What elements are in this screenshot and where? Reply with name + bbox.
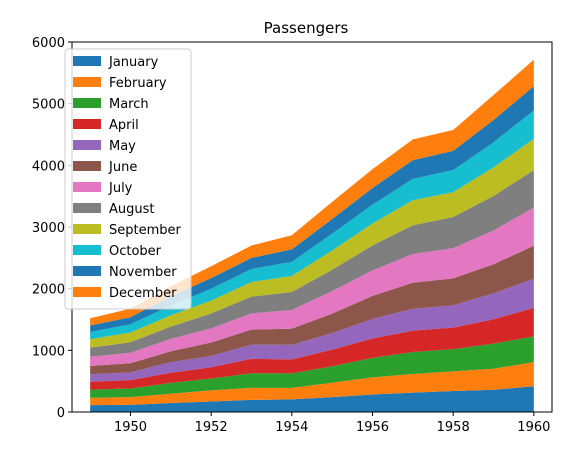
area-february — [90, 362, 534, 406]
area-january — [90, 386, 534, 412]
y-tick-label: 3000 — [32, 221, 65, 236]
legend-swatch — [73, 245, 101, 255]
legend-swatch — [73, 140, 101, 150]
y-tick-label: 2000 — [32, 283, 65, 298]
legend-label: August — [109, 202, 155, 217]
legend-label: May — [109, 139, 136, 154]
y-tick-label: 4000 — [32, 159, 65, 174]
legend-label: October — [109, 244, 162, 259]
legend-label: April — [109, 118, 139, 133]
legend: January February March April May June July Augu… — [64, 48, 192, 310]
x-tick-label: 1956 — [356, 420, 389, 435]
y-tick-label: 1000 — [32, 344, 65, 359]
legend-label: February — [109, 76, 167, 91]
legend-swatch — [73, 182, 101, 192]
area-layers — [90, 59, 534, 412]
x-tick-label: 1954 — [275, 420, 308, 435]
legend-box — [64, 48, 192, 310]
chart-title: Passengers — [264, 19, 349, 37]
legend-label: June — [108, 160, 137, 175]
area-april — [90, 307, 534, 390]
x-tick-label: 1960 — [517, 420, 550, 435]
legend-swatch — [73, 77, 101, 87]
area-may — [90, 278, 534, 382]
axes: 1950 1952 1954 1956 1958 1960 0 1000 2000 3000 400… — [32, 36, 553, 435]
legend-swatch — [73, 287, 101, 297]
legend-label: March — [109, 97, 149, 112]
x-tick-label: 1952 — [195, 420, 228, 435]
legend-label: July — [108, 181, 133, 196]
y-tick-label: 5000 — [32, 98, 65, 113]
y-tick-label: 6000 — [32, 36, 65, 51]
legend-swatch — [73, 98, 101, 108]
legend-swatch — [73, 224, 101, 234]
legend-label: November — [109, 265, 177, 280]
legend-swatch — [73, 203, 101, 213]
legend-label: December — [109, 286, 177, 301]
legend-label: January — [108, 55, 159, 70]
legend-swatch — [73, 119, 101, 129]
x-tick-label: 1958 — [437, 420, 470, 435]
legend-swatch — [73, 56, 101, 66]
legend-swatch — [73, 161, 101, 171]
x-tick-label: 1950 — [114, 420, 147, 435]
legend-swatch — [73, 266, 101, 276]
legend-label: September — [109, 223, 182, 238]
area-march — [90, 336, 534, 398]
y-tick-label: 0 — [57, 406, 65, 421]
